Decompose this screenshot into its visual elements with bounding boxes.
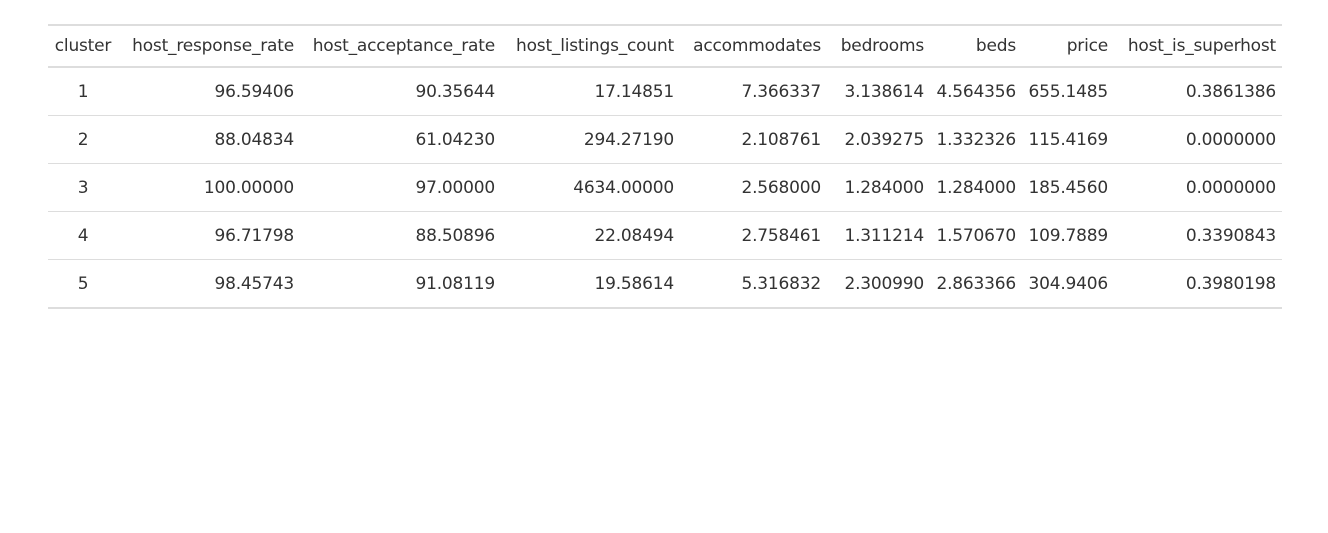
column-header-host-listings-count: host_listings_count (516, 36, 674, 56)
cell-host-is-superhost: 0.0000000 (1185, 129, 1276, 150)
cell-host-listings-count: 4634.00000 (573, 177, 674, 198)
table-header: cluster host_response_rate host_acceptan… (48, 25, 1282, 67)
cell-bedrooms: 3.138614 (844, 81, 924, 102)
cell-cluster: 5 (77, 273, 89, 294)
column-header-host-response-rate: host_response_rate (132, 36, 294, 56)
table-row: 1 96.59406 90.35644 17.14851 7.366337 3.… (48, 67, 1282, 116)
cell-bedrooms: 1.284000 (844, 177, 924, 198)
cell-accommodates: 2.108761 (741, 129, 821, 150)
cell-beds: 1.570670 (936, 225, 1016, 246)
cell-beds: 1.284000 (936, 177, 1016, 198)
cell-host-acceptance-rate: 90.35644 (415, 81, 495, 102)
cell-accommodates: 5.316832 (741, 273, 821, 294)
cell-cluster: 3 (77, 177, 89, 198)
cell-bedrooms: 2.039275 (844, 129, 924, 150)
cell-host-acceptance-rate: 61.04230 (415, 129, 495, 150)
cell-cluster: 2 (77, 129, 89, 150)
cell-price: 115.4169 (1028, 129, 1108, 150)
cell-host-is-superhost: 0.3861386 (1185, 81, 1276, 102)
cluster-summary-table-container: cluster host_response_rate host_acceptan… (48, 24, 1282, 309)
cell-accommodates: 2.758461 (741, 225, 821, 246)
column-header-price: price (1066, 36, 1109, 56)
table-row: 2 88.04834 61.04230 294.27190 2.108761 2… (48, 116, 1282, 164)
table-row: 5 98.45743 91.08119 19.58614 5.316832 2.… (48, 260, 1282, 308)
cell-cluster: 4 (77, 225, 89, 246)
cell-host-response-rate: 96.59406 (214, 81, 294, 102)
column-header-host-is-superhost: host_is_superhost (1127, 36, 1276, 56)
cell-beds: 2.863366 (936, 273, 1016, 294)
column-header-bedrooms: bedrooms (840, 36, 924, 56)
cell-host-response-rate: 96.71798 (214, 225, 294, 246)
cell-price: 304.9406 (1028, 273, 1108, 294)
cell-host-is-superhost: 0.0000000 (1185, 177, 1276, 198)
cell-host-response-rate: 88.04834 (214, 129, 294, 150)
table-body: 1 96.59406 90.35644 17.14851 7.366337 3.… (48, 67, 1282, 308)
cell-bedrooms: 2.300990 (844, 273, 924, 294)
cell-host-listings-count: 294.27190 (583, 129, 674, 150)
cell-host-is-superhost: 0.3390843 (1185, 225, 1276, 246)
column-header-accommodates: accommodates (693, 36, 821, 56)
cell-host-response-rate: 100.00000 (203, 177, 294, 198)
cell-price: 655.1485 (1028, 81, 1108, 102)
cell-cluster: 1 (77, 81, 89, 102)
cell-host-acceptance-rate: 91.08119 (415, 273, 495, 294)
cell-host-listings-count: 17.14851 (594, 81, 674, 102)
cell-beds: 1.332326 (936, 129, 1016, 150)
cluster-summary-table: cluster host_response_rate host_acceptan… (48, 24, 1282, 309)
cell-beds: 4.564356 (936, 81, 1016, 102)
cell-accommodates: 2.568000 (741, 177, 821, 198)
cell-host-acceptance-rate: 97.00000 (415, 177, 495, 198)
cell-host-listings-count: 22.08494 (594, 225, 674, 246)
cell-accommodates: 7.366337 (741, 81, 821, 102)
cell-host-response-rate: 98.45743 (214, 273, 294, 294)
column-header-host-acceptance-rate: host_acceptance_rate (312, 36, 495, 56)
cell-price: 185.4560 (1028, 177, 1108, 198)
column-header-beds: beds (975, 36, 1016, 56)
cell-host-listings-count: 19.58614 (594, 273, 674, 294)
table-row: 3 100.00000 97.00000 4634.00000 2.568000… (48, 164, 1282, 212)
cell-bedrooms: 1.311214 (844, 225, 924, 246)
header-row: cluster host_response_rate host_acceptan… (48, 25, 1282, 67)
cell-host-is-superhost: 0.3980198 (1185, 273, 1276, 294)
cell-host-acceptance-rate: 88.50896 (415, 225, 495, 246)
cell-price: 109.7889 (1028, 225, 1108, 246)
table-row: 4 96.71798 88.50896 22.08494 2.758461 1.… (48, 212, 1282, 260)
column-header-cluster: cluster (54, 36, 112, 56)
